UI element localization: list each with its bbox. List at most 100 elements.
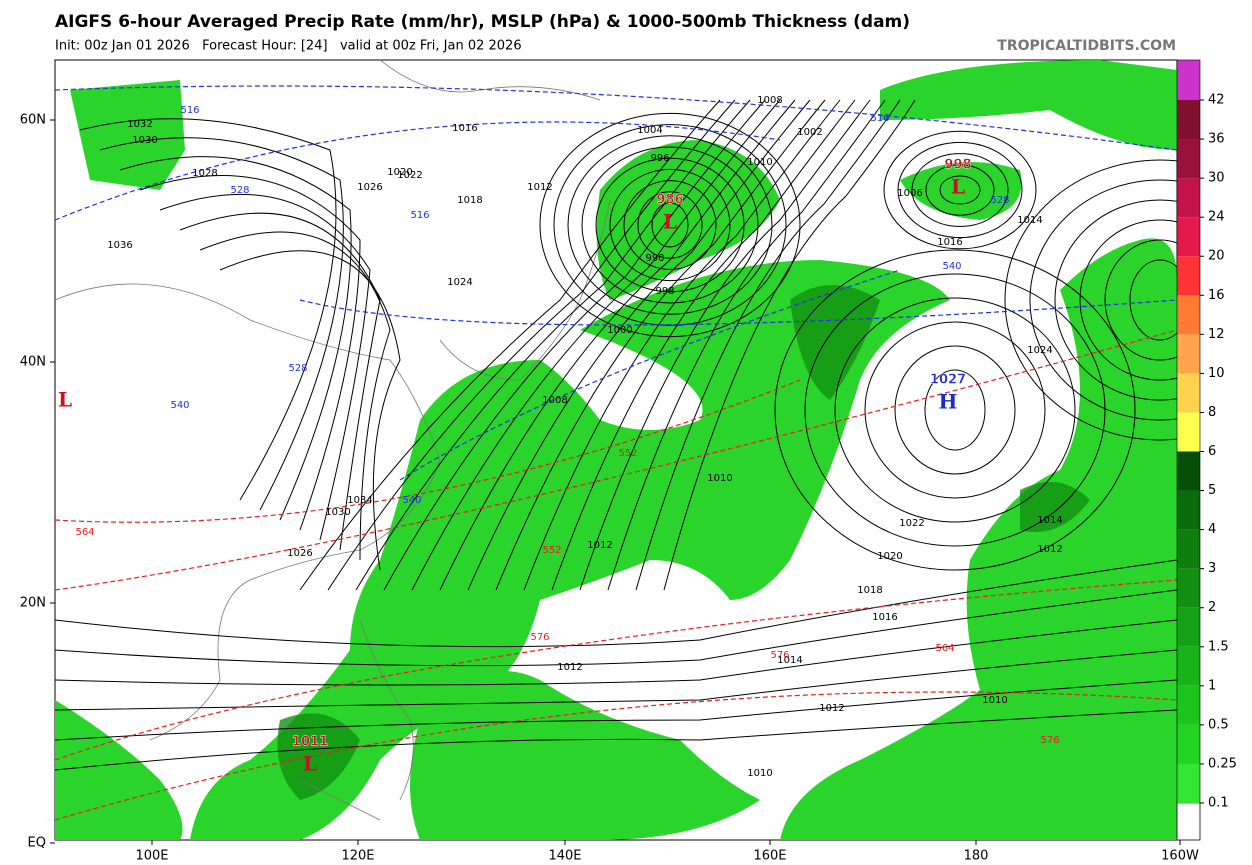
precip-area (190, 260, 950, 840)
coast (299, 619, 414, 821)
isobar-label: 1014 (1017, 215, 1042, 226)
center-value: 1027 (930, 373, 966, 388)
precip-area (70, 80, 185, 190)
precip-core (790, 285, 880, 400)
isobar-label: 1008 (542, 395, 567, 406)
isobar (635, 99, 901, 591)
isobar (439, 99, 796, 591)
isobar-label: 1022 (899, 518, 924, 529)
isobar (299, 99, 721, 591)
thickness-label: 552 (618, 448, 637, 459)
colorbar: 0.1 0.25 0.5 1 1.5 2 3 4 5 6 8 10 12 16 20 24 30 36 42 (1176, 59, 1237, 841)
isobar (355, 99, 751, 591)
isobar-label: 998 (655, 286, 674, 297)
colorbar-segment (1177, 217, 1200, 257)
center-letter: L (951, 175, 965, 199)
isobar (883, 130, 1037, 250)
center-value: 998 (944, 158, 971, 173)
isobar-label: 1006 (897, 188, 922, 199)
isobar-label: 1012 (819, 703, 844, 714)
isobar (607, 99, 886, 591)
colorbar-below (1176, 802, 1201, 841)
isobar (55, 559, 1177, 648)
thickness-label: 540 (942, 261, 961, 272)
isobar (411, 99, 781, 591)
isobar (99, 137, 344, 511)
isobar (1129, 259, 1177, 341)
isobar-label: 1018 (457, 195, 482, 206)
colorbar-label: 3 (1208, 561, 1216, 576)
thickness-label: 564 (935, 643, 954, 654)
isobar (55, 649, 1177, 711)
colorbar-label: 20 (1208, 249, 1225, 264)
colorbar-frame (1176, 59, 1201, 841)
isobar (1004, 159, 1177, 441)
isobar-label: 996 (650, 153, 669, 164)
lon-label: 120E (341, 849, 374, 864)
isobar-label: 1016 (937, 237, 962, 248)
lat-label: 20N (20, 596, 46, 611)
isobar-label: 1026 (357, 182, 382, 193)
isobar-label: 1024 (447, 277, 472, 288)
isobar (834, 297, 1076, 523)
colorbar-segment (1177, 568, 1200, 608)
colorbar-segment (1177, 490, 1200, 530)
colorbar-segment (1177, 451, 1200, 491)
colorbar-segment (1177, 373, 1200, 413)
colorbar-segment (1177, 139, 1200, 179)
colorbar-label: 0.1 (1208, 796, 1229, 811)
isobar-label: 1028 (192, 168, 217, 179)
colorbar-label: 2 (1208, 600, 1216, 615)
isobar (327, 99, 736, 591)
colorbar-segment (1177, 763, 1200, 803)
center-letter: L (58, 388, 72, 412)
isobar (119, 156, 352, 521)
isobar-label: 1030 (325, 507, 350, 518)
lon-label: 160W (1161, 849, 1199, 864)
colorbar-label: 6 (1208, 444, 1216, 459)
isobar (139, 175, 361, 531)
isobar-label: 1018 (857, 585, 882, 596)
isobar (467, 99, 811, 591)
lon-label: 100E (135, 849, 168, 864)
isobar (551, 99, 856, 591)
colorbar-label: 0.25 (1208, 756, 1237, 771)
thickness-line (55, 121, 781, 221)
colorbar-label: 10 (1208, 366, 1225, 381)
isobar (623, 180, 717, 270)
isobar (55, 679, 1177, 741)
isobar-label: 1016 (872, 612, 897, 623)
colorbar-label: 4 (1208, 522, 1216, 537)
thickness-label: 528 (990, 195, 1009, 206)
thickness-label: 516 (870, 113, 889, 124)
isobar-label: 1010 (747, 157, 772, 168)
isobar-label: 1000 (607, 325, 632, 336)
colorbar-segment (1177, 60, 1200, 100)
isobar-label: 1012 (557, 662, 582, 673)
isobar (55, 709, 1177, 771)
colorbar-segment (1177, 412, 1200, 452)
isobar-label: 990 (645, 253, 664, 264)
isobar-label: 1016 (452, 123, 477, 134)
isobar (864, 321, 1046, 499)
thickness-label: 540 (170, 400, 189, 411)
thickness-label: 576 (1040, 735, 1059, 746)
thickness-label: 564 (75, 527, 94, 538)
precip-area (900, 162, 1022, 220)
thickness-label: 528 (288, 363, 307, 374)
isobar-label: 1012 (1037, 544, 1062, 555)
isobar (79, 118, 337, 501)
isobar (939, 175, 981, 205)
isobar (911, 153, 1009, 227)
colorbar-label: 36 (1208, 132, 1225, 147)
precip-area (596, 140, 780, 300)
colorbar-segment (1177, 334, 1200, 374)
lat-label: 40N (20, 355, 46, 370)
isobar-label: 1014 (777, 655, 802, 666)
isobar (581, 146, 759, 304)
thickness-line (55, 579, 1177, 761)
colorbar-segment (1177, 256, 1200, 296)
colorbar-segment (1177, 100, 1200, 140)
isobar-label: 1024 (1027, 345, 1052, 356)
